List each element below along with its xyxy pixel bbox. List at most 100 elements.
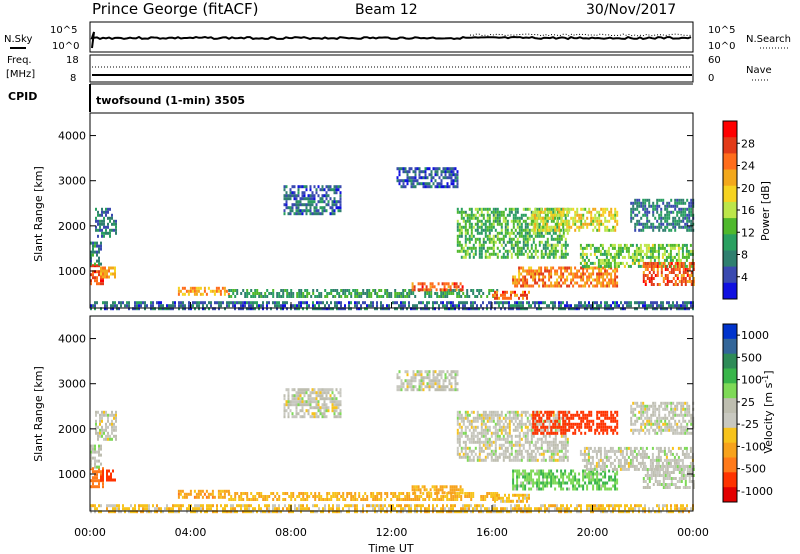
data-cell-4 <box>195 292 198 296</box>
data-cell-7 <box>313 185 316 189</box>
data-cell-10 <box>566 278 569 282</box>
data-cell-16 <box>604 307 606 311</box>
data-cell-12 <box>556 228 559 232</box>
data-cell-7 <box>301 212 304 216</box>
data-cell-10 <box>568 472 571 476</box>
data-cell-16 <box>682 301 684 305</box>
data-cell-5 <box>436 498 439 501</box>
data-cell-10 <box>538 484 541 488</box>
data-cell-4 <box>205 495 208 499</box>
data-cell-9 <box>482 410 485 414</box>
data-cell-7 <box>289 209 292 213</box>
data-cell-9 <box>498 416 501 420</box>
data-cell-7 <box>321 394 324 398</box>
data-cell-9 <box>514 219 517 223</box>
data-cell-5 <box>446 498 449 501</box>
data-cell-1 <box>96 244 98 248</box>
data-cell-10 <box>538 487 541 491</box>
data-cell-9 <box>524 207 527 211</box>
data-cell-1 <box>94 450 96 454</box>
data-cell-9 <box>496 255 499 259</box>
data-cell-12 <box>584 207 587 211</box>
data-cell-9 <box>562 243 565 247</box>
data-cell-9 <box>468 225 471 229</box>
data-cell-4 <box>191 286 194 290</box>
data-cell-9 <box>532 225 535 229</box>
data-cell-9 <box>514 452 517 456</box>
data-cell-9 <box>524 434 527 438</box>
data-cell-3 <box>103 219 105 223</box>
data-cell-5 <box>236 492 239 495</box>
data-cell-10 <box>588 284 591 288</box>
data-cell-7 <box>317 212 320 216</box>
data-cell-5 <box>266 498 269 501</box>
data-cell-9 <box>558 419 561 423</box>
data-cell-7 <box>299 415 302 419</box>
data-cell-12 <box>544 219 547 223</box>
data-cell-9 <box>476 416 479 420</box>
data-cell-9 <box>482 240 485 244</box>
data-cell-16 <box>282 304 284 308</box>
data-cell-16 <box>432 301 434 305</box>
data-cell-9 <box>496 210 499 214</box>
data-cell-16 <box>196 301 198 305</box>
data-cell-15 <box>690 222 693 226</box>
data-cell-9 <box>558 255 561 259</box>
data-cell-7 <box>293 194 296 198</box>
data-cell-13 <box>627 246 630 250</box>
data-cell-16 <box>226 304 228 308</box>
data-cell-10 <box>554 272 557 276</box>
data-cell-9 <box>484 425 487 429</box>
data-cell-9 <box>482 440 485 444</box>
data-cell-9 <box>520 228 523 232</box>
data-cell-10 <box>586 275 589 279</box>
data-cell-9 <box>508 213 511 217</box>
data-cell-7 <box>329 397 332 401</box>
data-cell-13 <box>599 261 602 265</box>
data-cell-8 <box>410 376 413 380</box>
noise-search-trace <box>469 33 693 37</box>
data-cell-8 <box>398 385 401 389</box>
data-cell-5 <box>406 498 409 501</box>
data-cell-9 <box>534 458 537 462</box>
data-cell-14 <box>662 262 665 265</box>
data-cell-16 <box>362 301 364 305</box>
data-cell-4 <box>195 495 198 499</box>
data-cell-9 <box>488 213 491 217</box>
data-cell-9 <box>548 443 551 447</box>
data-cell-4 <box>177 289 180 293</box>
data-cell-16 <box>622 307 624 311</box>
data-cell-9 <box>466 419 469 423</box>
data-cell-10 <box>606 281 609 285</box>
data-cell-3 <box>103 428 105 432</box>
data-cell-16 <box>152 304 154 308</box>
data-cell-3 <box>99 219 101 223</box>
data-cell-10 <box>544 275 547 279</box>
data-cell-12 <box>544 228 547 232</box>
data-cell-10 <box>556 269 559 273</box>
data-cell-8 <box>396 179 399 183</box>
data-cell-5 <box>242 498 245 501</box>
data-cell-13 <box>689 252 692 256</box>
data-cell-9 <box>522 252 525 256</box>
data-cell-13 <box>657 252 660 256</box>
data-cell-0 <box>98 467 100 471</box>
data-cell-16 <box>252 307 254 311</box>
data-cell-16 <box>442 304 444 308</box>
data-cell-9 <box>534 410 537 414</box>
data-cell-16 <box>588 301 590 305</box>
colorbar-swatch <box>723 234 737 251</box>
data-cell-12 <box>540 207 543 211</box>
data-cell-12 <box>550 213 553 217</box>
data-cell-16 <box>182 301 184 305</box>
data-cell-16 <box>568 307 570 311</box>
data-cell-16 <box>178 307 180 311</box>
data-cell-8 <box>424 170 427 174</box>
data-cell-8 <box>432 167 435 171</box>
data-cell-3 <box>95 216 97 220</box>
data-cell-9 <box>472 216 475 220</box>
data-cell-9 <box>490 419 493 423</box>
data-cell-10 <box>526 478 529 482</box>
data-cell-12 <box>558 213 561 217</box>
data-cell-15 <box>642 204 645 208</box>
